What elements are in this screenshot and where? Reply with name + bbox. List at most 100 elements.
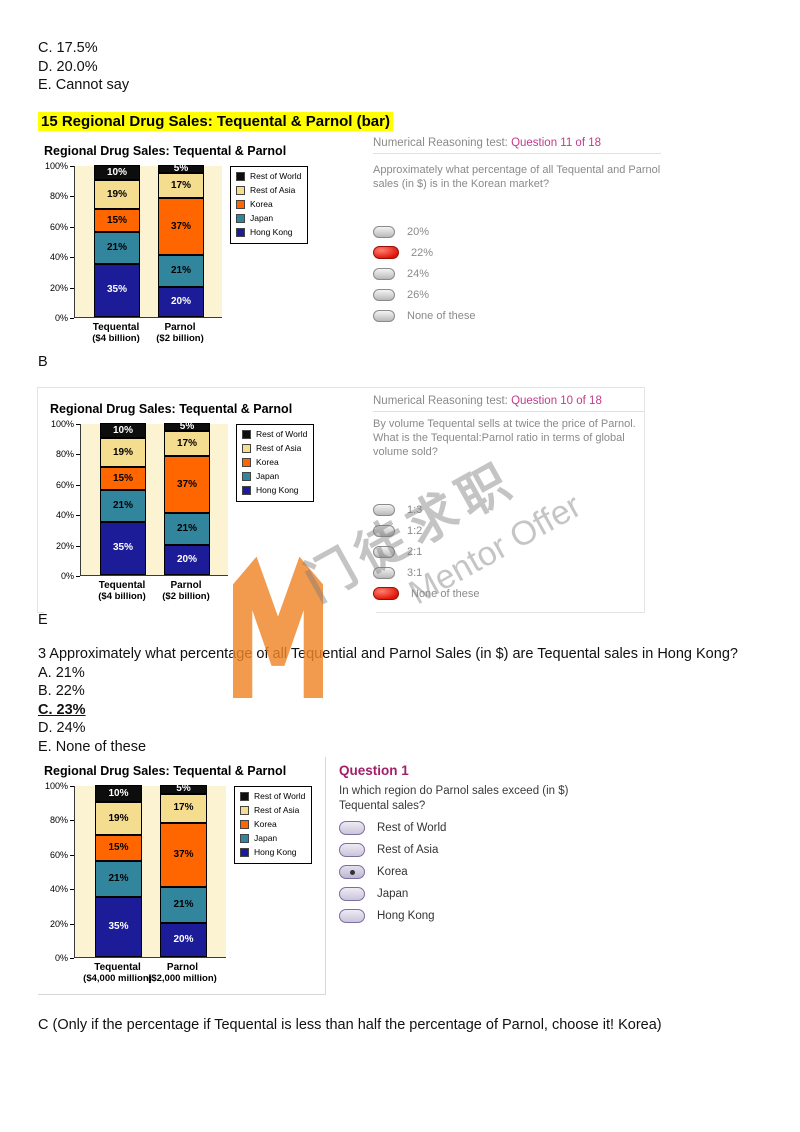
legend-swatch (242, 457, 251, 467)
question-header: Numerical Reasoning test: Question 11 of… (373, 137, 661, 149)
legend-swatch (236, 227, 245, 237)
stacked-bar: 20% 21% 37% 17% 5% (160, 784, 207, 957)
question3-option: E. None of these (38, 738, 147, 755)
category-name: Parnol (164, 322, 196, 333)
bar-segment: 5% (158, 164, 204, 173)
question-header: Question 1 (339, 763, 589, 778)
y-axis-tick-label: 0% (60, 571, 74, 581)
legend-swatch (236, 171, 245, 181)
legend-swatch (236, 213, 245, 223)
radio-button[interactable] (339, 821, 365, 835)
legend-label: Japan (250, 213, 274, 223)
legend-label: Hong Kong (254, 847, 297, 857)
question3-block: 3 Approximately what percentage of all T… (38, 645, 758, 756)
y-axis-tick (70, 923, 74, 925)
option-row: Hong Kong (339, 905, 589, 927)
radio-button[interactable] (373, 545, 395, 558)
category-sublabel: ($4,000 million) (83, 973, 152, 984)
bar-segment: 35% (100, 521, 146, 575)
plot-area: 35% 21% 15% 19% 10% 20% 21% 37% 17% 5% (80, 422, 228, 576)
x-axis-label: Parnol ($2 billion) (156, 322, 204, 344)
bar-segment: 17% (160, 793, 207, 823)
bar-segment: 35% (95, 896, 142, 957)
option-row: None of these (373, 305, 661, 326)
radio-button[interactable] (373, 246, 399, 259)
y-axis-tick (70, 889, 74, 891)
category-sublabel: ($2 billion) (156, 333, 204, 344)
category-sublabel: ($4 billion) (98, 591, 146, 602)
y-axis-tick-label: 40% (49, 252, 68, 263)
y-axis-tick (76, 424, 80, 425)
chart-plot-area: 0% 20% 40% 60% 80% 100% 35% 21% 15% 19% 10% 20% 21% 3… (38, 161, 370, 356)
legend-item: Rest of Asia (242, 443, 307, 453)
question3-options: A. 21% B. 22% C. 23% D. 24% E. None of these (38, 664, 758, 757)
bar-segment: 10% (94, 165, 140, 181)
plot-area: 35% 21% 15% 19% 10% 20% 21% 37% 17% 5% (74, 164, 222, 318)
legend-label: Hong Kong (250, 227, 293, 237)
bar-segment: 15% (95, 834, 142, 861)
legend-swatch (240, 819, 249, 829)
bar-segment: 20% (164, 544, 210, 575)
y-axis-tick-label: 60% (49, 849, 68, 860)
y-axis-tick-label: 80% (49, 191, 68, 202)
legend-item: Rest of Asia (240, 805, 305, 815)
option-row: 2:1 (373, 541, 645, 562)
radio-button[interactable] (373, 587, 399, 600)
radio-button[interactable] (373, 309, 395, 322)
category-name: Tequental (98, 580, 146, 591)
bar-segment: 19% (94, 180, 140, 210)
radio-button[interactable] (339, 909, 365, 923)
stacked-bar: 35% 21% 15% 19% 10% (95, 785, 142, 957)
radio-button[interactable] (373, 288, 395, 301)
category-sublabel: ($4 billion) (92, 333, 140, 344)
stacked-bar-chart-2: Regional Drug Sales: Tequental & Parnol 0… (44, 400, 376, 614)
chart-bottom-border (38, 994, 325, 995)
legend-label: Korea (250, 199, 273, 209)
radio-button[interactable] (373, 503, 395, 516)
question3-option: A. 21% (38, 664, 85, 681)
y-axis-tick-label: 20% (49, 918, 68, 929)
stacked-bar: 20% 21% 37% 17% 5% (158, 164, 204, 317)
radio-button[interactable] (373, 267, 395, 280)
bar-segment: 35% (94, 263, 140, 317)
x-axis-label: Tequental ($4,000 million) (83, 962, 152, 984)
bar-segment: 19% (95, 802, 142, 835)
option-label: 24% (407, 267, 430, 280)
radio-button[interactable] (339, 887, 365, 901)
radio-button[interactable] (339, 865, 365, 879)
bar-segment: 15% (94, 209, 140, 232)
option-label: 2:1 (407, 545, 423, 558)
radio-button[interactable] (339, 843, 365, 857)
option-label: Rest of Asia (377, 844, 439, 856)
legend-label: Hong Kong (256, 485, 299, 495)
option-label: 3:1 (407, 566, 423, 579)
options-list: 1:3 1:2 2:1 3:1 None of these (373, 499, 645, 604)
y-axis-tick-label: 0% (54, 313, 68, 323)
stacked-bar: 35% 21% 15% 19% 10% (100, 423, 146, 575)
radio-button[interactable] (373, 566, 395, 579)
bar-segment: 10% (95, 785, 142, 803)
option-label: Korea (377, 866, 408, 878)
radio-button[interactable] (373, 225, 395, 238)
option-row: Rest of World (339, 817, 589, 839)
question3-option: C. 23% (38, 701, 86, 718)
y-axis-tick (76, 515, 80, 517)
option-row: 3:1 (373, 562, 645, 583)
radio-button[interactable] (373, 524, 395, 537)
option-row: 26% (373, 284, 661, 305)
legend-swatch (242, 443, 251, 453)
divider (373, 153, 661, 154)
answer-option-line: E. Cannot say (38, 77, 130, 93)
x-axis-label: Parnol ($2,000 million) (148, 962, 217, 984)
bar-segment: 21% (95, 860, 142, 897)
panel-divider (325, 757, 326, 995)
question-text: By volume Tequental sells at twice the p… (373, 418, 636, 458)
stacked-bar: 20% 21% 37% 17% 5% (164, 422, 210, 575)
legend-item: Hong Kong (236, 227, 301, 237)
bar-segment: 37% (164, 456, 210, 513)
y-axis-tick (70, 820, 74, 822)
bar-segment: 37% (160, 822, 207, 887)
option-label: Japan (377, 888, 409, 900)
option-label: 1:2 (407, 524, 423, 537)
answer-option-line: D. 20.0% (38, 58, 98, 75)
